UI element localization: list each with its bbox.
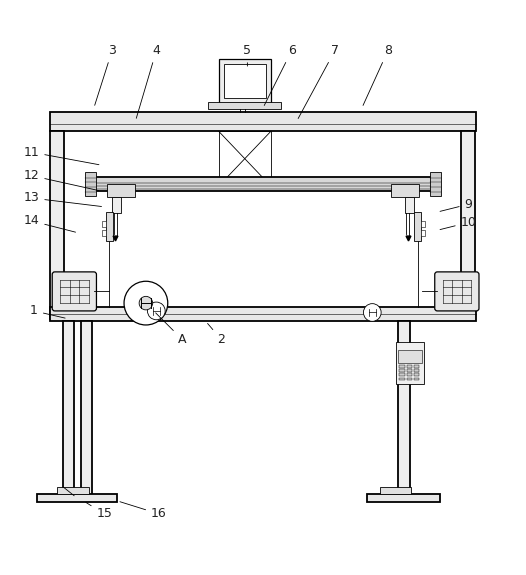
Bar bbox=[390, 185, 419, 197]
Bar bbox=[85, 172, 96, 196]
Circle shape bbox=[139, 296, 153, 310]
Bar bbox=[57, 488, 89, 493]
Bar bbox=[81, 321, 92, 496]
Bar bbox=[414, 212, 421, 241]
Text: 7: 7 bbox=[298, 44, 339, 118]
Bar bbox=[55, 274, 94, 308]
Bar bbox=[407, 365, 412, 367]
Bar bbox=[407, 378, 412, 380]
Bar bbox=[399, 365, 404, 367]
Bar bbox=[399, 373, 404, 376]
Bar bbox=[112, 197, 122, 213]
Bar bbox=[63, 321, 74, 496]
Bar bbox=[399, 369, 404, 372]
Text: 8: 8 bbox=[363, 44, 392, 105]
Bar bbox=[219, 131, 271, 186]
Text: 15: 15 bbox=[86, 503, 112, 520]
Text: 1: 1 bbox=[30, 304, 65, 318]
Bar bbox=[49, 131, 64, 319]
Bar bbox=[421, 230, 426, 236]
Bar bbox=[102, 221, 106, 227]
Bar bbox=[461, 131, 476, 319]
Text: 5: 5 bbox=[244, 44, 251, 66]
Text: 11: 11 bbox=[24, 145, 99, 164]
Bar bbox=[37, 493, 117, 502]
Circle shape bbox=[124, 281, 168, 325]
Text: 3: 3 bbox=[95, 44, 116, 105]
Text: A: A bbox=[156, 313, 187, 346]
FancyBboxPatch shape bbox=[435, 272, 479, 311]
FancyBboxPatch shape bbox=[52, 272, 96, 311]
Bar bbox=[367, 493, 440, 502]
Text: 2: 2 bbox=[208, 324, 225, 346]
Bar bbox=[414, 378, 419, 380]
Text: 13: 13 bbox=[24, 191, 102, 206]
Text: 14: 14 bbox=[24, 214, 76, 232]
Bar bbox=[94, 177, 432, 191]
Text: 10: 10 bbox=[440, 216, 477, 229]
Bar bbox=[107, 185, 136, 197]
Text: 16: 16 bbox=[120, 502, 167, 520]
Bar bbox=[49, 306, 477, 321]
Text: 6: 6 bbox=[264, 44, 296, 105]
Bar bbox=[421, 221, 426, 227]
Bar bbox=[102, 230, 106, 236]
Bar bbox=[407, 369, 412, 372]
Bar bbox=[404, 197, 414, 213]
Bar bbox=[430, 172, 441, 196]
Circle shape bbox=[147, 302, 165, 320]
Bar bbox=[398, 350, 422, 363]
Text: 9: 9 bbox=[440, 198, 472, 212]
Bar bbox=[398, 321, 410, 496]
Bar bbox=[106, 212, 113, 241]
Bar bbox=[224, 64, 266, 98]
Bar bbox=[407, 373, 412, 376]
Bar bbox=[414, 365, 419, 367]
Bar bbox=[49, 112, 477, 131]
Bar bbox=[399, 378, 404, 380]
Bar bbox=[208, 102, 281, 109]
Bar bbox=[414, 373, 419, 376]
Bar bbox=[396, 342, 424, 384]
Bar bbox=[219, 59, 271, 103]
Text: 12: 12 bbox=[24, 169, 99, 191]
Circle shape bbox=[363, 304, 381, 321]
Bar bbox=[380, 488, 411, 493]
Bar bbox=[414, 369, 419, 372]
Text: 4: 4 bbox=[136, 44, 160, 118]
